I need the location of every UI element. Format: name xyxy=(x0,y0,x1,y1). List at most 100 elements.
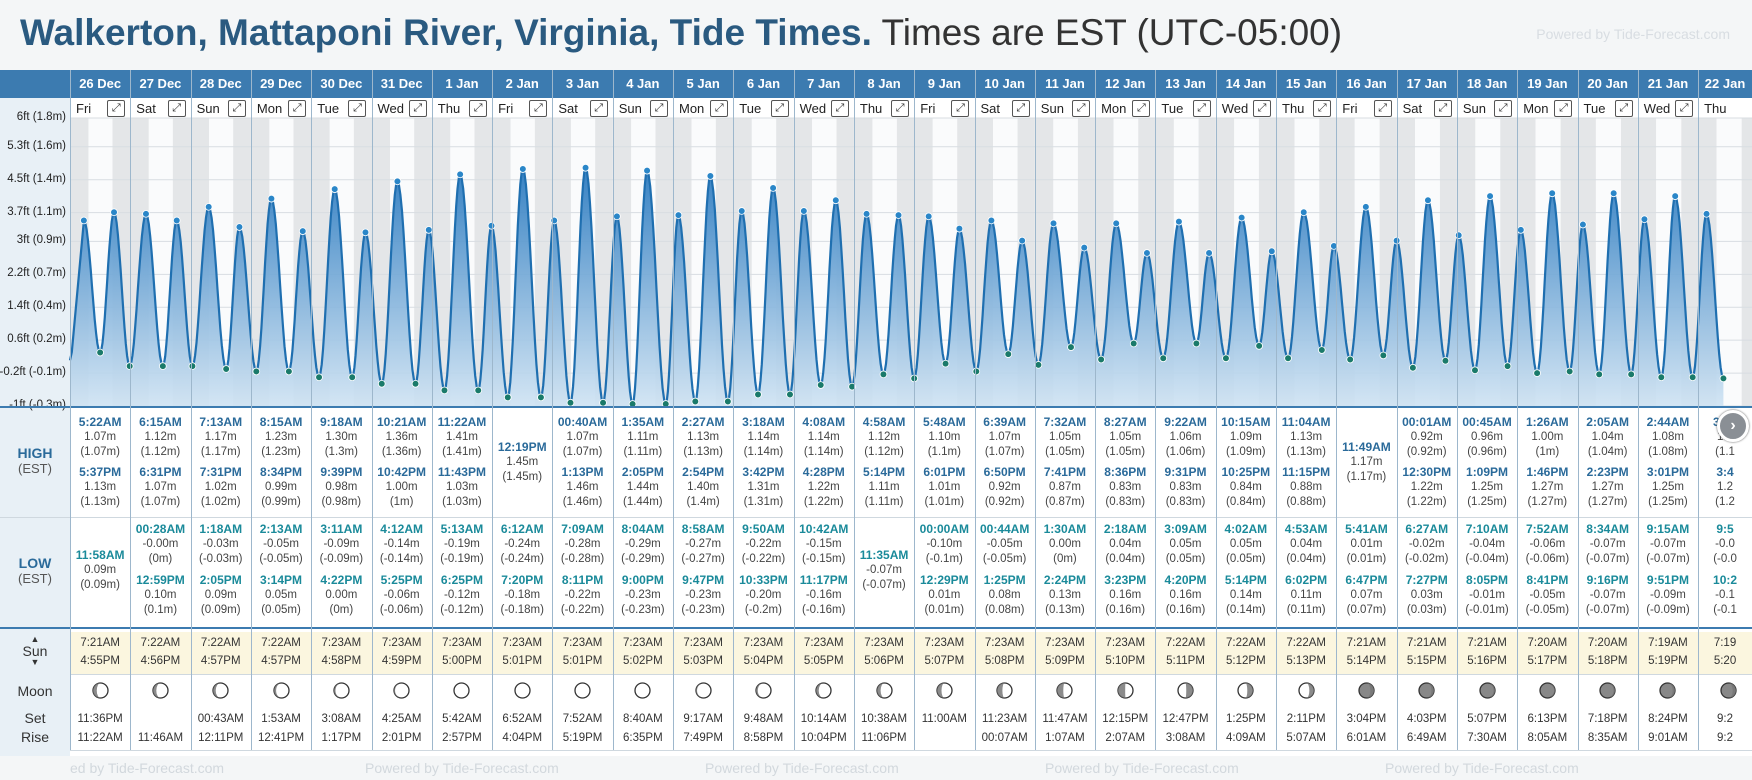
weekday-cell[interactable]: Sat ⤢ xyxy=(130,98,190,120)
low-tide-point xyxy=(691,397,700,406)
weekday-cell[interactable]: Tue ⤢ xyxy=(733,98,793,120)
sun-times-cell: 7:23AM 4:58PM xyxy=(321,637,362,667)
night-shade xyxy=(552,118,571,406)
weekday-cell[interactable]: Wed ⤢ xyxy=(1638,98,1698,120)
high-tide-point xyxy=(1609,189,1618,198)
weekday-label: Wed xyxy=(1643,101,1671,116)
low-tide-cell: 1:18AM -0.03m (-0.03m) xyxy=(199,522,243,565)
high-tide-point xyxy=(456,170,464,179)
expand-day-icon[interactable]: ⤢ xyxy=(1192,100,1211,117)
moon-times-cell: 9:2 9:2 xyxy=(1717,713,1734,744)
weekday-cell[interactable]: Tue ⤢ xyxy=(1155,98,1215,120)
weekday-cell[interactable]: Wed ⤢ xyxy=(372,98,432,120)
high-tide-point xyxy=(1640,215,1649,224)
expand-day-icon[interactable]: ⤢ xyxy=(1373,100,1392,117)
moon-phase-icon xyxy=(875,682,893,699)
expand-day-icon[interactable]: ⤢ xyxy=(227,100,246,117)
weekday-cell[interactable]: Thu ⤢ xyxy=(854,98,914,120)
weekday-cell[interactable]: Sun ⤢ xyxy=(1457,98,1517,120)
scroll-right-handle[interactable]: › xyxy=(1717,410,1749,442)
night-shade xyxy=(595,118,613,406)
weekday-cell[interactable]: Sat ⤢ xyxy=(552,98,612,120)
expand-day-icon[interactable]: ⤢ xyxy=(1132,100,1151,117)
weekday-cell[interactable]: Fri ⤢ xyxy=(1336,98,1396,120)
weekday-cell[interactable]: Mon ⤢ xyxy=(251,98,311,120)
moon-phase-icon xyxy=(815,682,832,699)
weekday-cell[interactable]: Wed ⤢ xyxy=(1216,98,1276,120)
expand-day-icon[interactable]: ⤢ xyxy=(1494,100,1513,117)
expand-day-icon[interactable]: ⤢ xyxy=(1614,100,1633,117)
expand-day-icon[interactable]: ⤢ xyxy=(891,100,910,117)
moon-phase-icon xyxy=(694,682,712,699)
weekday-cell[interactable]: Fri ⤢ xyxy=(492,98,552,120)
sun-times-cell: 7:23AM 5:05PM xyxy=(803,637,844,667)
expand-day-icon[interactable]: ⤢ xyxy=(1252,100,1271,117)
expand-day-icon[interactable]: ⤢ xyxy=(710,100,729,117)
weekday-cell[interactable]: Sat ⤢ xyxy=(1397,98,1457,120)
weekday-cell[interactable]: Sat ⤢ xyxy=(975,98,1035,120)
moon-phase-icon xyxy=(1237,682,1254,699)
moon-times-cell: 11:23AM 00:07AM xyxy=(981,713,1028,744)
low-tide-cell: 2:13AM -0.05m (-0.05m) xyxy=(259,522,303,565)
date-header-cell: 18 Jan xyxy=(1466,76,1508,91)
weekday-cell[interactable]: Thu ⤢ xyxy=(432,98,492,120)
expand-day-icon[interactable]: ⤢ xyxy=(1675,100,1694,117)
low-tide-point xyxy=(285,367,293,376)
expand-day-icon[interactable]: ⤢ xyxy=(107,100,126,117)
weekday-cell[interactable]: Fri ⤢ xyxy=(914,98,974,120)
expand-day-icon[interactable]: ⤢ xyxy=(167,100,186,117)
night-shade xyxy=(1517,118,1536,406)
weekday-cell[interactable]: Mon ⤢ xyxy=(1517,98,1577,120)
expand-day-icon[interactable]: ⤢ xyxy=(288,100,307,117)
moon-times-cell: 5:07PM 7:30AM xyxy=(1467,713,1507,744)
weekday-label: Thu xyxy=(1704,101,1727,116)
weekday-cell[interactable]: Tue ⤢ xyxy=(1578,98,1638,120)
weekday-cell[interactable]: Mon ⤢ xyxy=(673,98,733,120)
weekday-cell[interactable]: Thu xyxy=(1698,98,1752,120)
weekday-cell[interactable]: Wed ⤢ xyxy=(794,98,854,120)
night-shade xyxy=(1319,118,1337,406)
expand-day-icon[interactable]: ⤢ xyxy=(1313,100,1332,117)
weekday-cell[interactable]: Fri ⤢ xyxy=(70,98,130,120)
expand-day-icon[interactable]: ⤢ xyxy=(1433,100,1452,117)
expand-day-icon[interactable]: ⤢ xyxy=(951,100,970,117)
low-tide-cell: 12:59PM 0.10m (0.1m) xyxy=(136,573,185,616)
high-tide-cell: 2:27AM 1.13m (1.13m) xyxy=(681,415,725,458)
weekday-cell[interactable]: Sun ⤢ xyxy=(613,98,673,120)
date-header xyxy=(0,70,1752,98)
expand-day-icon[interactable]: ⤢ xyxy=(1072,100,1091,117)
weekday-label: Fri xyxy=(1342,101,1358,116)
weekday-cell[interactable]: Mon ⤢ xyxy=(1095,98,1155,120)
day-shade xyxy=(751,118,777,406)
weekday-cell[interactable]: Thu ⤢ xyxy=(1276,98,1336,120)
expand-day-icon[interactable]: ⤢ xyxy=(1011,100,1030,117)
weekday-label: Tue xyxy=(739,101,762,116)
weekday-cell[interactable]: Tue ⤢ xyxy=(311,98,371,120)
high-tide-point xyxy=(1702,210,1711,218)
expand-day-icon[interactable]: ⤢ xyxy=(408,100,427,117)
date-header-cell: 14 Jan xyxy=(1225,76,1267,91)
night-shade xyxy=(655,118,673,406)
timezone-note: Times are EST (UTC-05:00) xyxy=(881,12,1343,53)
chart-bottom-border xyxy=(0,406,1752,408)
date-header-cell: 10 Jan xyxy=(984,76,1025,91)
low-tide-point xyxy=(941,359,950,368)
weekday-cell[interactable]: Sun ⤢ xyxy=(191,98,251,120)
title-bar: Walkerton, Mattaponi River, Virginia, Ti… xyxy=(0,0,1752,70)
expand-day-icon[interactable]: ⤢ xyxy=(1554,100,1573,117)
expand-day-icon[interactable]: ⤢ xyxy=(649,100,668,117)
expand-day-icon[interactable]: ⤢ xyxy=(469,100,488,117)
moon-times-cell: 00:43AM 12:11PM xyxy=(197,713,244,744)
expand-day-icon[interactable]: ⤢ xyxy=(770,100,789,117)
sun-times-cell: 7:23AM 5:10PM xyxy=(1105,637,1146,667)
expand-day-icon[interactable]: ⤢ xyxy=(348,100,367,117)
expand-day-icon[interactable]: ⤢ xyxy=(830,100,849,117)
high-tide-cell: 3:18AM 1.14m (1.14m) xyxy=(742,415,785,458)
column-divider xyxy=(974,70,976,750)
expand-day-icon[interactable]: ⤢ xyxy=(589,100,608,117)
expand-day-icon[interactable]: ⤢ xyxy=(529,100,548,117)
moon-times-cell: 2:11PM 5:07AM xyxy=(1286,713,1326,744)
low-tide-cell: 6:02PM 0.11m (0.11m) xyxy=(1285,573,1328,616)
weekday-cell[interactable]: Sun ⤢ xyxy=(1035,98,1095,120)
location-title: Walkerton, Mattaponi River, Virginia, Ti… xyxy=(20,12,872,53)
